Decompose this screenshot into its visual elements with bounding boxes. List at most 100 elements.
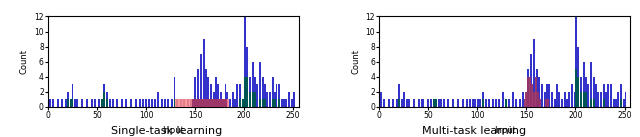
Bar: [288, 92, 290, 107]
Bar: [61, 99, 63, 107]
Bar: [221, 99, 223, 107]
Bar: [607, 84, 609, 107]
Bar: [612, 99, 614, 107]
Bar: [202, 99, 204, 107]
Bar: [252, 62, 254, 107]
Bar: [262, 99, 264, 107]
Bar: [214, 77, 217, 107]
Bar: [522, 92, 524, 107]
Bar: [483, 92, 484, 107]
Bar: [154, 99, 156, 107]
Bar: [204, 99, 206, 107]
Bar: [440, 99, 442, 107]
Bar: [94, 99, 96, 107]
Bar: [540, 99, 541, 107]
Bar: [282, 99, 284, 107]
Bar: [264, 99, 266, 107]
Bar: [418, 99, 420, 107]
Bar: [541, 84, 543, 107]
Bar: [212, 99, 214, 107]
Bar: [388, 99, 390, 107]
Bar: [190, 99, 192, 107]
Bar: [406, 99, 408, 107]
Bar: [547, 99, 549, 107]
Bar: [72, 99, 74, 107]
Bar: [485, 99, 487, 107]
Bar: [221, 99, 223, 107]
Bar: [220, 99, 221, 107]
Bar: [252, 92, 254, 107]
Bar: [120, 99, 122, 107]
Bar: [125, 99, 127, 107]
Bar: [166, 99, 168, 107]
Bar: [171, 99, 173, 107]
Bar: [223, 99, 225, 107]
Bar: [518, 99, 520, 107]
Bar: [531, 84, 533, 107]
Bar: [512, 92, 514, 107]
Bar: [443, 99, 445, 107]
Bar: [57, 99, 59, 107]
Bar: [264, 84, 266, 107]
Bar: [623, 99, 625, 107]
Bar: [246, 77, 248, 107]
Bar: [229, 99, 232, 107]
Bar: [98, 99, 100, 107]
Bar: [218, 99, 220, 107]
Bar: [179, 99, 180, 107]
Bar: [70, 99, 72, 107]
Bar: [603, 99, 605, 107]
Bar: [535, 77, 537, 107]
Bar: [600, 92, 602, 107]
Bar: [564, 92, 566, 107]
Bar: [177, 99, 179, 107]
Bar: [477, 99, 479, 107]
Bar: [65, 99, 67, 107]
Bar: [524, 99, 525, 107]
Bar: [200, 54, 202, 107]
Bar: [492, 99, 494, 107]
Bar: [180, 99, 182, 107]
Bar: [206, 99, 208, 107]
Bar: [200, 99, 202, 107]
Bar: [266, 92, 268, 107]
Bar: [216, 99, 218, 107]
Bar: [101, 99, 103, 107]
Bar: [249, 77, 251, 107]
Bar: [207, 77, 209, 107]
Bar: [554, 99, 556, 107]
Bar: [190, 99, 192, 107]
Bar: [435, 99, 437, 107]
Bar: [580, 92, 582, 107]
Bar: [212, 99, 214, 107]
Bar: [538, 77, 540, 107]
Bar: [184, 99, 186, 107]
X-axis label: Input: Input: [494, 126, 516, 135]
Bar: [103, 92, 105, 107]
Bar: [472, 99, 474, 107]
Bar: [533, 39, 535, 107]
Bar: [206, 99, 208, 107]
Bar: [573, 92, 575, 107]
Bar: [262, 77, 264, 107]
Bar: [515, 99, 516, 107]
Bar: [525, 92, 527, 107]
Bar: [433, 99, 435, 107]
Bar: [254, 92, 256, 107]
Bar: [227, 99, 229, 107]
Bar: [438, 99, 440, 107]
Bar: [561, 99, 563, 107]
Bar: [135, 99, 137, 107]
Y-axis label: Count: Count: [351, 49, 360, 74]
Bar: [210, 84, 212, 107]
Bar: [227, 92, 228, 107]
Bar: [239, 99, 241, 107]
Bar: [583, 92, 586, 107]
Bar: [590, 99, 592, 107]
Bar: [91, 99, 93, 107]
Bar: [192, 99, 194, 107]
Bar: [232, 92, 234, 107]
Bar: [583, 62, 586, 107]
Bar: [610, 84, 612, 107]
Bar: [242, 99, 244, 107]
